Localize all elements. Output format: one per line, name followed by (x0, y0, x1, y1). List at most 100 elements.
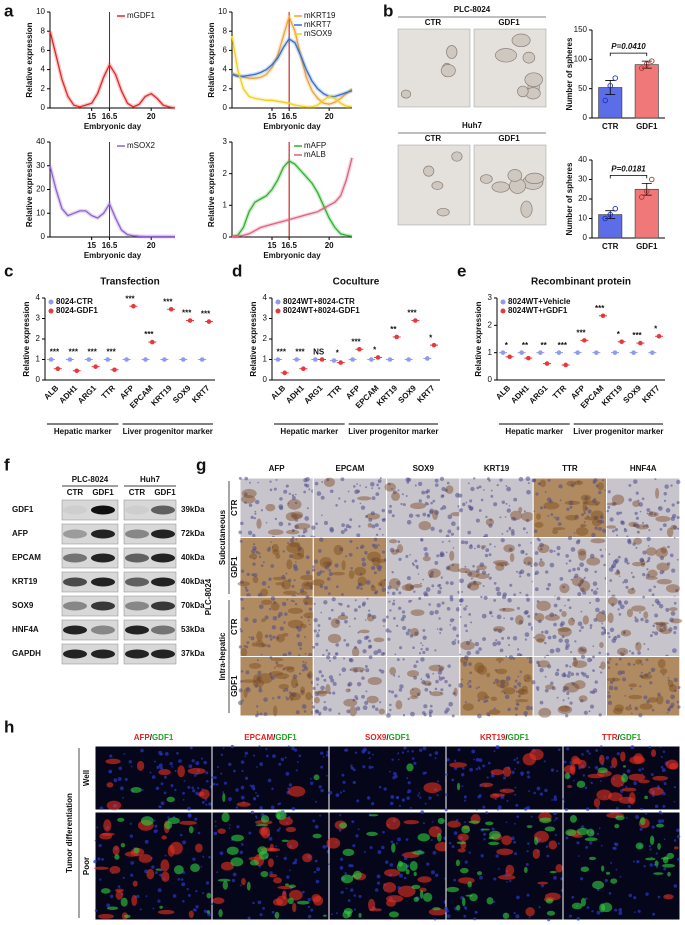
nucleus (398, 540, 401, 543)
nucleus (493, 502, 497, 506)
red-signal (564, 765, 575, 774)
dapi (217, 766, 219, 768)
nucleus (317, 491, 322, 496)
dapi (157, 900, 160, 903)
dapi (215, 821, 217, 823)
nucleus (677, 559, 679, 561)
green-signal (477, 871, 482, 875)
stain (481, 545, 486, 548)
stain (269, 671, 283, 676)
dapi (426, 863, 429, 866)
dapi (513, 759, 515, 761)
stain (545, 685, 554, 690)
nucleus (591, 533, 595, 537)
dapi (108, 770, 112, 774)
dapi (586, 750, 589, 753)
nucleus (557, 553, 560, 556)
nucleus (536, 686, 540, 690)
significance-label: * (617, 330, 621, 339)
stain (256, 519, 261, 529)
nucleus (430, 705, 433, 708)
red-signal (177, 765, 185, 777)
stain (534, 522, 543, 528)
blot-band (63, 506, 87, 515)
dapi (265, 748, 267, 750)
nucleus (648, 589, 651, 592)
stain (580, 524, 586, 527)
stain (305, 692, 312, 700)
dapi (200, 866, 202, 868)
dapi (411, 750, 413, 752)
stain (536, 601, 550, 611)
stain (445, 485, 453, 494)
dapi (100, 806, 104, 810)
sphere (437, 208, 449, 216)
nucleus (304, 710, 307, 713)
red-signal (529, 749, 543, 760)
dapi (181, 882, 185, 886)
y-axis-title: Relative expression (207, 22, 216, 97)
green-signal (231, 835, 244, 842)
nucleus (652, 604, 654, 606)
stain (632, 500, 640, 507)
nucleus (517, 648, 519, 650)
nucleus (375, 708, 378, 711)
blot-band (125, 626, 149, 635)
nucleus (646, 568, 648, 570)
red-signal (619, 797, 635, 804)
nucleus (375, 492, 379, 496)
dapi (233, 770, 236, 773)
red-signal (537, 882, 548, 885)
stain (578, 646, 588, 654)
nucleus (365, 619, 367, 621)
x-tick-label: ADH1 (284, 383, 306, 405)
dapi (662, 768, 666, 772)
nucleus (399, 646, 402, 649)
nucleus (251, 516, 254, 519)
stain (385, 483, 396, 492)
dapi (235, 788, 239, 792)
green-signal (656, 824, 664, 828)
legend-label: 8024WT+8024-CTR (283, 297, 355, 306)
dapi (182, 900, 185, 903)
nucleus (318, 549, 322, 553)
nucleus (277, 696, 280, 699)
red-signal (490, 793, 500, 798)
dapi (395, 775, 398, 778)
nucleus (321, 514, 323, 516)
data-point (557, 350, 562, 355)
x-tick-label: SOX9 (396, 383, 418, 405)
nucleus (608, 666, 610, 668)
nucleus (448, 540, 450, 542)
nucleus (635, 618, 639, 622)
dapi (308, 898, 312, 902)
nucleus (261, 509, 263, 511)
nucleus (389, 704, 392, 707)
green-signal (661, 857, 670, 859)
nucleus (578, 621, 583, 626)
nucleus (271, 596, 275, 600)
stain (260, 589, 268, 597)
dapi (174, 789, 176, 791)
nucleus (353, 485, 356, 488)
green-signal (227, 847, 239, 855)
nucleus (419, 499, 422, 502)
nucleus (330, 528, 334, 532)
nucleus (654, 478, 656, 480)
x-axis-title: Embryonic day (263, 122, 321, 131)
nucleus (441, 487, 445, 491)
nucleus (464, 566, 466, 568)
dapi (152, 775, 156, 779)
y-tick-label: 3 (488, 293, 493, 302)
nucleus (429, 714, 432, 717)
red-signal (649, 787, 664, 796)
nucleus (560, 499, 562, 501)
significance-label: *** (277, 348, 287, 357)
column-label: TTR/GDF1 (602, 733, 642, 742)
nucleus (389, 709, 391, 711)
nucleus (442, 541, 444, 543)
stain (518, 507, 522, 513)
red-signal (458, 848, 466, 852)
dapi (412, 757, 415, 760)
red-signal (311, 894, 321, 902)
